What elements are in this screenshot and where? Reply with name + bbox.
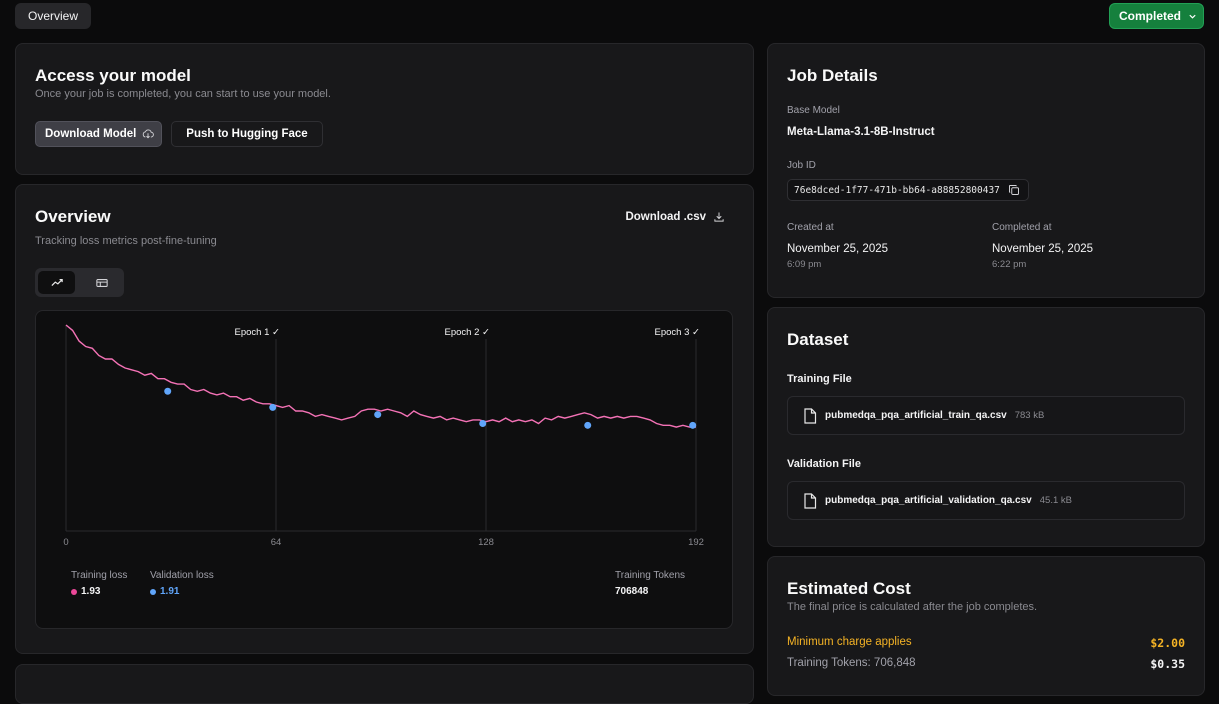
- access-title: Access your model: [35, 66, 191, 85]
- validation-loss-point: [689, 421, 697, 429]
- access-subtitle: Once your job is completed, you can star…: [35, 88, 331, 100]
- completed-at-time: 6:22 pm: [992, 259, 1027, 270]
- cost-title: Estimated Cost: [787, 579, 911, 598]
- completed-at-date: November 25, 2025: [992, 243, 1094, 255]
- file-icon: [804, 492, 817, 509]
- validation-loss-point: [374, 411, 382, 419]
- base-model-label: Base Model: [787, 105, 840, 116]
- base-model-value: Meta-Llama-3.1-8B-Instruct: [787, 126, 935, 138]
- file-icon: [804, 407, 817, 424]
- download-model-label: Download Model: [45, 128, 137, 140]
- training-tokens-value: 706848: [615, 586, 649, 597]
- training-tokens-cost-label: Training Tokens: 706,848: [787, 657, 916, 669]
- training-loss-value: 1.93: [71, 586, 100, 597]
- training-loss-label: Training loss: [71, 570, 128, 581]
- training-dot: [71, 588, 77, 595]
- top-bar: Overview Completed: [0, 0, 1219, 32]
- validation-dot: [150, 588, 156, 595]
- job-id-label: Job ID: [787, 160, 816, 171]
- table-icon: [95, 278, 108, 287]
- x-tick-label: 0: [63, 537, 68, 548]
- validation-file-name: pubmedqa_pqa_artificial_validation_qa.cs…: [825, 495, 1032, 506]
- access-model-card: Access your model Once your job is compl…: [15, 43, 754, 175]
- validation-loss-point: [164, 387, 172, 395]
- x-tick-label: 192: [688, 537, 704, 548]
- trending-icon: [50, 278, 63, 286]
- validation-file-label: Validation File: [787, 458, 861, 470]
- job-id-value: 76e8dced-1f77-471b-bb64-a88852800437: [794, 184, 1000, 196]
- training-file-name: pubmedqa_pqa_artificial_train_qa.csv: [825, 410, 1007, 421]
- job-details-card: Job Details Base Model Meta-Llama-3.1-8B…: [767, 43, 1205, 298]
- download-csv-label: Download .csv: [625, 211, 706, 223]
- epoch-label: Epoch 2 ✓: [445, 327, 490, 338]
- overview-card: Overview Download .csv Tracking loss met…: [15, 184, 754, 654]
- view-toggle: [35, 268, 124, 297]
- x-tick-label: 64: [271, 537, 282, 548]
- cloud-download-icon: [143, 129, 155, 139]
- validation-loss-number: 1.91: [160, 586, 180, 597]
- completed-at-label: Completed at: [992, 222, 1052, 233]
- training-tokens-cost-value: $0.35: [1150, 657, 1185, 671]
- validation-loss-point: [269, 403, 277, 411]
- epoch-label: Epoch 3 ✓: [655, 327, 700, 338]
- training-tokens-label: Training Tokens: [615, 570, 686, 581]
- training-tokens-cost-row: Training Tokens: 706,848 $0.35: [787, 657, 1185, 671]
- chart-view-toggle[interactable]: [38, 271, 75, 294]
- minimum-charge-value: $2.00: [1150, 636, 1185, 650]
- job-id-field: 76e8dced-1f77-471b-bb64-a88852800437: [787, 179, 1029, 201]
- dataset-card: Dataset Training File pubmedqa_pqa_artif…: [767, 307, 1205, 547]
- validation-loss-value: 1.91: [150, 586, 179, 597]
- tab-overview[interactable]: Overview: [15, 3, 92, 29]
- x-tick-label: 128: [478, 537, 494, 548]
- created-at-date: November 25, 2025: [787, 243, 889, 255]
- training-loss-line: [65, 324, 696, 428]
- overview-title: Overview: [35, 207, 111, 226]
- created-at-label: Created at: [787, 222, 834, 233]
- training-file-item[interactable]: pubmedqa_pqa_artificial_train_qa.csv 783…: [787, 396, 1185, 435]
- status-label: Completed: [1119, 9, 1182, 23]
- minimum-charge-row: Minimum charge applies $2.00: [787, 636, 1185, 650]
- training-file-label: Training File: [787, 373, 852, 385]
- validation-loss-point: [479, 420, 487, 428]
- table-view-toggle[interactable]: [83, 271, 120, 294]
- push-hugging-face-button[interactable]: Push to Hugging Face: [171, 121, 323, 147]
- epoch-label: Epoch 1 ✓: [235, 327, 280, 338]
- job-details-title: Job Details: [787, 66, 878, 85]
- estimated-cost-card: Estimated Cost The final price is calcul…: [767, 556, 1205, 696]
- download-model-button[interactable]: Download Model: [35, 121, 162, 147]
- download-icon: [714, 212, 724, 222]
- minimum-charge-label: Minimum charge applies: [787, 636, 912, 648]
- validation-file-size: 45.1 kB: [1039, 495, 1072, 506]
- copy-icon[interactable]: [1008, 184, 1020, 196]
- validation-loss-point: [584, 421, 592, 429]
- dataset-title: Dataset: [787, 330, 849, 349]
- validation-file-item[interactable]: pubmedqa_pqa_artificial_validation_qa.cs…: [787, 481, 1185, 520]
- created-at-time: 6:09 pm: [787, 259, 822, 270]
- cost-subtitle: The final price is calculated after the …: [787, 601, 1038, 613]
- training-file-size: 783 kB: [1014, 410, 1045, 421]
- validation-loss-label: Validation loss: [150, 570, 214, 581]
- chevron-down-icon: [1189, 14, 1196, 19]
- overview-subtitle: Tracking loss metrics post-fine-tuning: [35, 235, 217, 247]
- next-card: [15, 664, 754, 704]
- download-csv-button[interactable]: Download .csv: [625, 211, 725, 223]
- status-dropdown-button[interactable]: Completed: [1109, 3, 1204, 29]
- training-loss-number: 1.93: [81, 586, 101, 597]
- loss-chart: Epoch 1 ✓ Epoch 2 ✓ Epoch 3 ✓ 0 64 128 192 Tra…: [35, 310, 733, 629]
- loss-chart-svg: Epoch 1 ✓ Epoch 2 ✓ Epoch 3 ✓ 0 64 128 192: [63, 324, 704, 548]
